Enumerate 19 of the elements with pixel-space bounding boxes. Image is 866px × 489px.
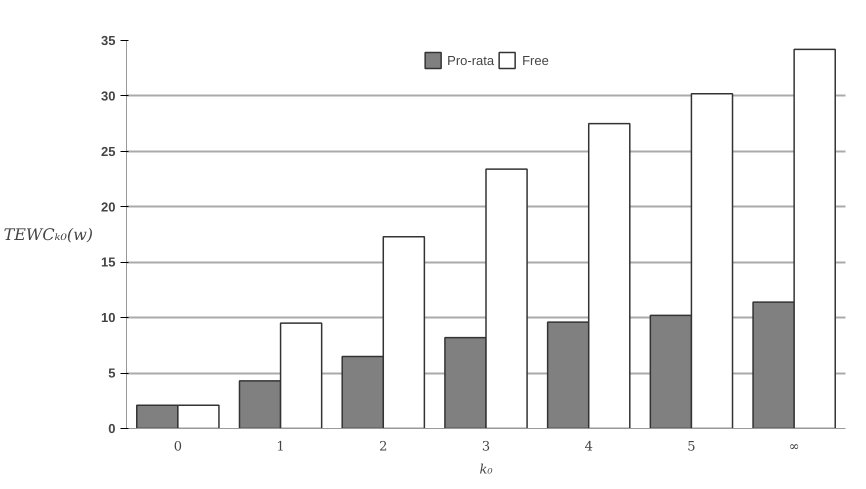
- x-tick-label: 5: [687, 440, 696, 454]
- y-tick-label: 10: [101, 310, 116, 326]
- x-tick-label: 3: [482, 440, 490, 454]
- y-tick-label: 30: [101, 88, 116, 104]
- x-tick-label: 0: [174, 440, 182, 454]
- y-tick-label: 5: [108, 366, 116, 381]
- x-tick-label: 2: [379, 440, 388, 454]
- y-tick-label: 15: [101, 254, 116, 270]
- x-tick-label: ∞: [788, 440, 800, 454]
- y-axis-title: TEWCₖ₀(w): [4, 225, 94, 244]
- y-tick-label: 35: [101, 33, 116, 48]
- x-axis-title: k₀: [479, 462, 494, 478]
- y-tick-label: 20: [101, 199, 116, 214]
- legend-label: Pro-rata: [447, 52, 494, 68]
- y-tick-label: 0: [108, 421, 116, 436]
- legend-label: Free: [522, 52, 549, 68]
- y-tick-label: 25: [101, 144, 116, 159]
- x-tick-label: 4: [584, 440, 593, 454]
- x-tick-label: 1: [276, 440, 285, 454]
